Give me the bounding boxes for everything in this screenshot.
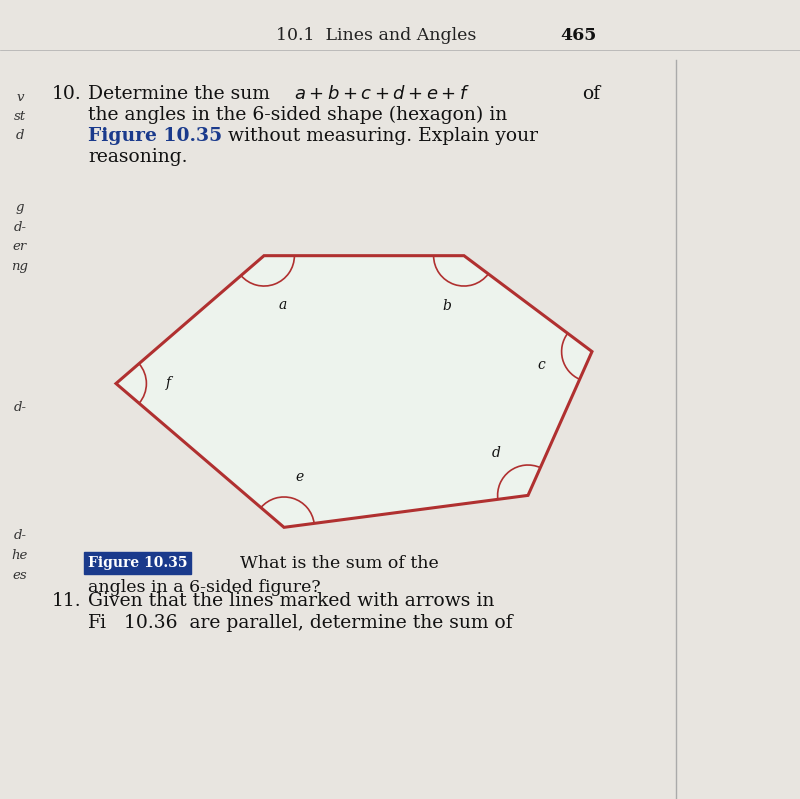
Text: b: b — [443, 299, 452, 312]
Text: angles in a 6-sided figure?: angles in a 6-sided figure? — [88, 578, 321, 596]
Text: Determine the sum: Determine the sum — [88, 85, 276, 103]
Text: 10.: 10. — [52, 85, 82, 103]
Text: $a + b + c + d + e + f$: $a + b + c + d + e + f$ — [294, 85, 470, 103]
Text: d: d — [16, 129, 24, 141]
Text: d: d — [492, 446, 501, 460]
Text: 10.36  are parallel, determine the sum of: 10.36 are parallel, determine the sum of — [124, 614, 513, 632]
Text: Figure 10.35: Figure 10.35 — [88, 127, 222, 145]
Text: d-: d- — [14, 401, 26, 414]
Text: er: er — [13, 240, 27, 253]
Text: 465: 465 — [560, 26, 596, 44]
Text: of: of — [582, 85, 601, 103]
Text: 11.: 11. — [52, 592, 82, 610]
Polygon shape — [116, 256, 592, 527]
Text: d-: d- — [14, 221, 26, 234]
Text: st: st — [14, 110, 26, 123]
Text: 10.1  Lines and Angles: 10.1 Lines and Angles — [276, 26, 476, 44]
Text: ng: ng — [11, 260, 29, 272]
Text: the angles in the 6-sided shape (hexagon) in: the angles in the 6-sided shape (hexagon… — [88, 106, 507, 124]
Text: es: es — [13, 569, 27, 582]
Text: d-: d- — [14, 529, 26, 542]
Text: he: he — [12, 549, 28, 562]
Text: reasoning.: reasoning. — [88, 148, 187, 165]
Text: Figure 10.35: Figure 10.35 — [88, 556, 187, 570]
Text: a: a — [278, 298, 286, 312]
Text: Fi: Fi — [88, 614, 107, 632]
Text: without measuring. Explain your: without measuring. Explain your — [228, 127, 538, 145]
Text: Given that the lines marked with arrows in: Given that the lines marked with arrows … — [88, 592, 494, 610]
Text: v: v — [16, 91, 24, 104]
Text: g: g — [16, 201, 24, 214]
Text: f: f — [166, 376, 171, 391]
Text: What is the sum of the: What is the sum of the — [240, 555, 438, 572]
Text: e: e — [295, 470, 303, 484]
Text: c: c — [537, 358, 545, 372]
